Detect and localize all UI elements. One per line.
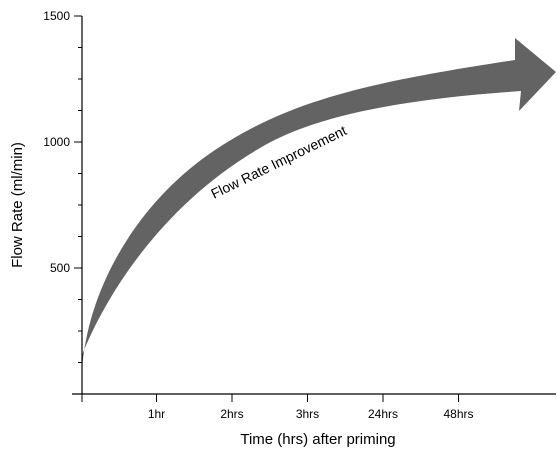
x-tick-label: 48hrs: [443, 407, 473, 421]
y-tick-label: 500: [50, 261, 70, 275]
y-axis-ticks: 500 1000 1500: [43, 9, 82, 363]
y-axis-title: Flow Rate (ml/min): [9, 142, 26, 268]
x-tick-label: 3hrs: [296, 407, 319, 421]
y-tick-label: 1000: [43, 135, 70, 149]
x-tick-label: 1hr: [148, 407, 165, 421]
y-tick-label: 1500: [43, 9, 70, 23]
x-tick-label: 2hrs: [220, 407, 243, 421]
x-axis-title: Time (hrs) after priming: [240, 431, 395, 448]
x-tick-label: 24hrs: [368, 407, 398, 421]
flow-rate-improvement-arrow: [82, 38, 556, 370]
x-axis-ticks: 1hr 2hrs 3hrs 24hrs 48hrs: [81, 394, 474, 421]
